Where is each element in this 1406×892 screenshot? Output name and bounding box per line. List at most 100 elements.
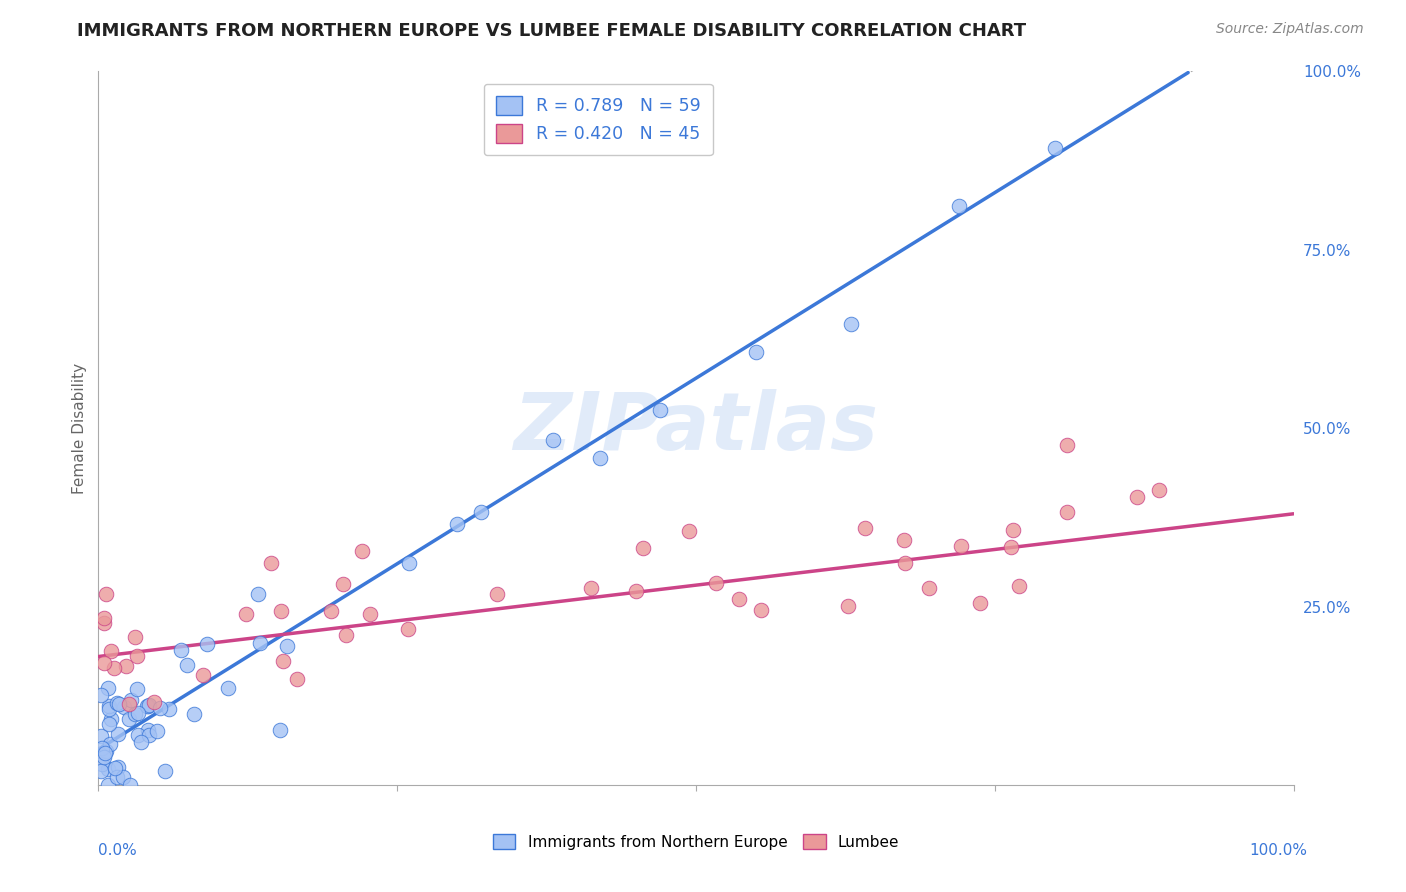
Point [183, 706, 205, 721]
Point [247, 587, 270, 601]
Point [129, 735, 152, 749]
Point [93, 656, 115, 670]
Point [352, 543, 374, 558]
Point [1000, 540, 1022, 554]
Point [894, 557, 917, 571]
Point [1056, 438, 1078, 452]
Point [745, 345, 768, 359]
Text: IMMIGRANTS FROM NORTHERN EUROPE VS LUMBEE FEMALE DISABILITY CORRELATION CHART: IMMIGRANTS FROM NORTHERN EUROPE VS LUMBE… [77, 22, 1026, 40]
Point [90, 729, 112, 743]
Point [749, 603, 772, 617]
Point [678, 524, 700, 539]
Point [138, 728, 160, 742]
Point [100, 644, 122, 658]
Point [1056, 504, 1078, 518]
Point [124, 630, 146, 644]
Point [217, 681, 239, 695]
Point [176, 657, 198, 672]
Point [112, 700, 135, 714]
Y-axis label: Female Disability: Female Disability [72, 362, 87, 494]
Point [105, 770, 128, 784]
Point [135, 699, 157, 714]
Point [949, 539, 972, 553]
Point [1008, 579, 1031, 593]
Point [146, 723, 169, 738]
Point [90, 764, 112, 778]
Point [103, 761, 125, 775]
Text: 100.0%: 100.0% [1250, 843, 1308, 858]
Point [285, 672, 308, 686]
Point [948, 199, 970, 213]
Text: 0.0%: 0.0% [98, 843, 138, 858]
Point [837, 599, 859, 614]
Point [100, 713, 122, 727]
Point [93, 611, 115, 625]
Point [118, 778, 141, 792]
Point [271, 655, 294, 669]
Point [96, 744, 118, 758]
Point [138, 698, 160, 713]
Point [321, 604, 343, 618]
Point [127, 706, 149, 720]
Point [332, 577, 354, 591]
Text: Source: ZipAtlas.com: Source: ZipAtlas.com [1216, 22, 1364, 37]
Point [94, 746, 117, 760]
Point [589, 450, 612, 465]
Point [1043, 141, 1066, 155]
Point [94, 586, 117, 600]
Point [120, 693, 142, 707]
Point [100, 738, 122, 752]
Point [269, 723, 291, 738]
Legend: R = 0.789   N = 59, R = 0.420   N = 45: R = 0.789 N = 59, R = 0.420 N = 45 [484, 84, 713, 155]
Point [893, 533, 915, 547]
Point [114, 658, 136, 673]
Point [107, 760, 129, 774]
Point [624, 583, 647, 598]
Point [398, 556, 420, 570]
Point [195, 637, 218, 651]
Point [142, 695, 165, 709]
Point [446, 516, 468, 531]
Point [235, 607, 257, 622]
Point [541, 433, 564, 447]
Point [149, 700, 172, 714]
Point [1125, 491, 1147, 505]
Point [103, 661, 125, 675]
Point [97, 681, 120, 695]
Point [136, 723, 159, 737]
Point [118, 712, 141, 726]
Point [853, 521, 876, 535]
Point [118, 697, 141, 711]
Point [270, 604, 292, 618]
Point [633, 541, 655, 555]
Point [98, 702, 121, 716]
Point [96, 778, 118, 792]
Point [276, 639, 298, 653]
Point [96, 762, 118, 776]
Point [93, 749, 115, 764]
Point [107, 727, 129, 741]
Point [470, 505, 492, 519]
Point [111, 770, 134, 784]
Point [127, 729, 149, 743]
Text: ZIPatlas: ZIPatlas [513, 389, 879, 467]
Point [90, 756, 112, 771]
Point [1001, 523, 1024, 537]
Point [359, 607, 381, 622]
Point [191, 668, 214, 682]
Point [1147, 483, 1170, 498]
Point [91, 741, 114, 756]
Point [124, 706, 146, 721]
Point [396, 622, 419, 636]
Point [969, 596, 991, 610]
Point [486, 587, 509, 601]
Point [98, 698, 121, 713]
Point [157, 702, 180, 716]
Point [918, 581, 941, 595]
Point [153, 764, 176, 778]
Point [125, 648, 148, 663]
Point [704, 576, 727, 591]
Point [127, 682, 149, 697]
Point [90, 688, 112, 702]
Point [93, 615, 115, 630]
